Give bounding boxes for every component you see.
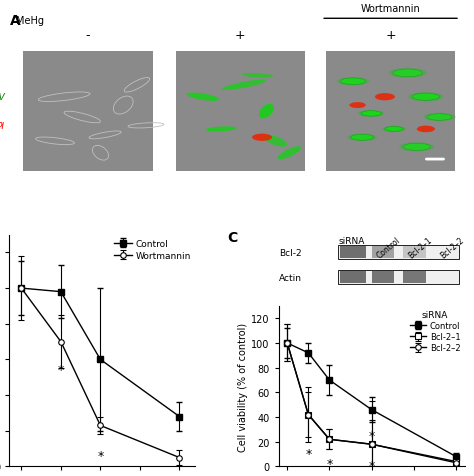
- Text: Bcl-2–1: Bcl-2–1: [407, 236, 434, 260]
- Text: Bcl-2: Bcl-2: [279, 248, 301, 257]
- Ellipse shape: [403, 144, 430, 151]
- Ellipse shape: [393, 70, 422, 78]
- Ellipse shape: [278, 147, 301, 160]
- Text: -: -: [86, 29, 90, 41]
- Text: siRNA: siRNA: [338, 237, 365, 246]
- Y-axis label: Cell viability (% of control): Cell viability (% of control): [238, 322, 248, 451]
- Ellipse shape: [361, 111, 382, 117]
- Circle shape: [417, 126, 435, 133]
- FancyBboxPatch shape: [23, 52, 153, 171]
- Text: *: *: [58, 363, 64, 376]
- Text: *: *: [368, 429, 375, 443]
- Ellipse shape: [351, 135, 374, 141]
- Text: Annexin-V: Annexin-V: [0, 93, 5, 102]
- Ellipse shape: [264, 136, 287, 148]
- Text: Actin: Actin: [279, 273, 302, 282]
- Ellipse shape: [340, 79, 365, 85]
- Ellipse shape: [408, 93, 444, 102]
- Text: Wortmannin: Wortmannin: [361, 4, 420, 14]
- Circle shape: [252, 134, 272, 142]
- Text: *: *: [326, 456, 333, 470]
- Circle shape: [375, 94, 395, 101]
- Ellipse shape: [388, 69, 427, 79]
- Text: A: A: [9, 14, 20, 28]
- Ellipse shape: [423, 113, 456, 122]
- FancyBboxPatch shape: [326, 52, 456, 171]
- Ellipse shape: [358, 111, 384, 118]
- Text: *: *: [97, 449, 103, 462]
- Bar: [403, 247, 426, 258]
- Bar: [372, 247, 394, 258]
- Bar: [340, 247, 366, 258]
- Text: Control: Control: [375, 236, 402, 260]
- Circle shape: [349, 103, 366, 109]
- Bar: [338, 246, 459, 259]
- Ellipse shape: [337, 78, 369, 86]
- Ellipse shape: [385, 127, 403, 132]
- Text: *: *: [305, 447, 311, 460]
- Ellipse shape: [399, 143, 435, 152]
- Text: MeHg: MeHg: [16, 16, 44, 26]
- Ellipse shape: [427, 114, 452, 121]
- Legend: Control, Wortmannin: Control, Wortmannin: [114, 239, 191, 260]
- Ellipse shape: [187, 93, 219, 102]
- Text: Bcl-2–2: Bcl-2–2: [438, 236, 465, 260]
- Text: PI: PI: [0, 121, 5, 130]
- Bar: [403, 272, 426, 283]
- Ellipse shape: [259, 104, 274, 119]
- Ellipse shape: [382, 127, 406, 133]
- Bar: [372, 272, 394, 283]
- FancyBboxPatch shape: [175, 52, 305, 171]
- Ellipse shape: [242, 74, 273, 79]
- Ellipse shape: [412, 94, 439, 101]
- Legend: Control, Bcl-2–1, Bcl-2–2: Control, Bcl-2–1, Bcl-2–2: [410, 310, 460, 353]
- Text: +: +: [235, 29, 246, 41]
- Ellipse shape: [347, 134, 377, 142]
- Ellipse shape: [222, 80, 266, 91]
- Text: *: *: [368, 459, 375, 472]
- Text: +: +: [385, 29, 396, 41]
- Bar: [340, 272, 366, 283]
- Ellipse shape: [205, 127, 237, 132]
- Bar: [338, 270, 459, 284]
- Text: C: C: [227, 230, 237, 244]
